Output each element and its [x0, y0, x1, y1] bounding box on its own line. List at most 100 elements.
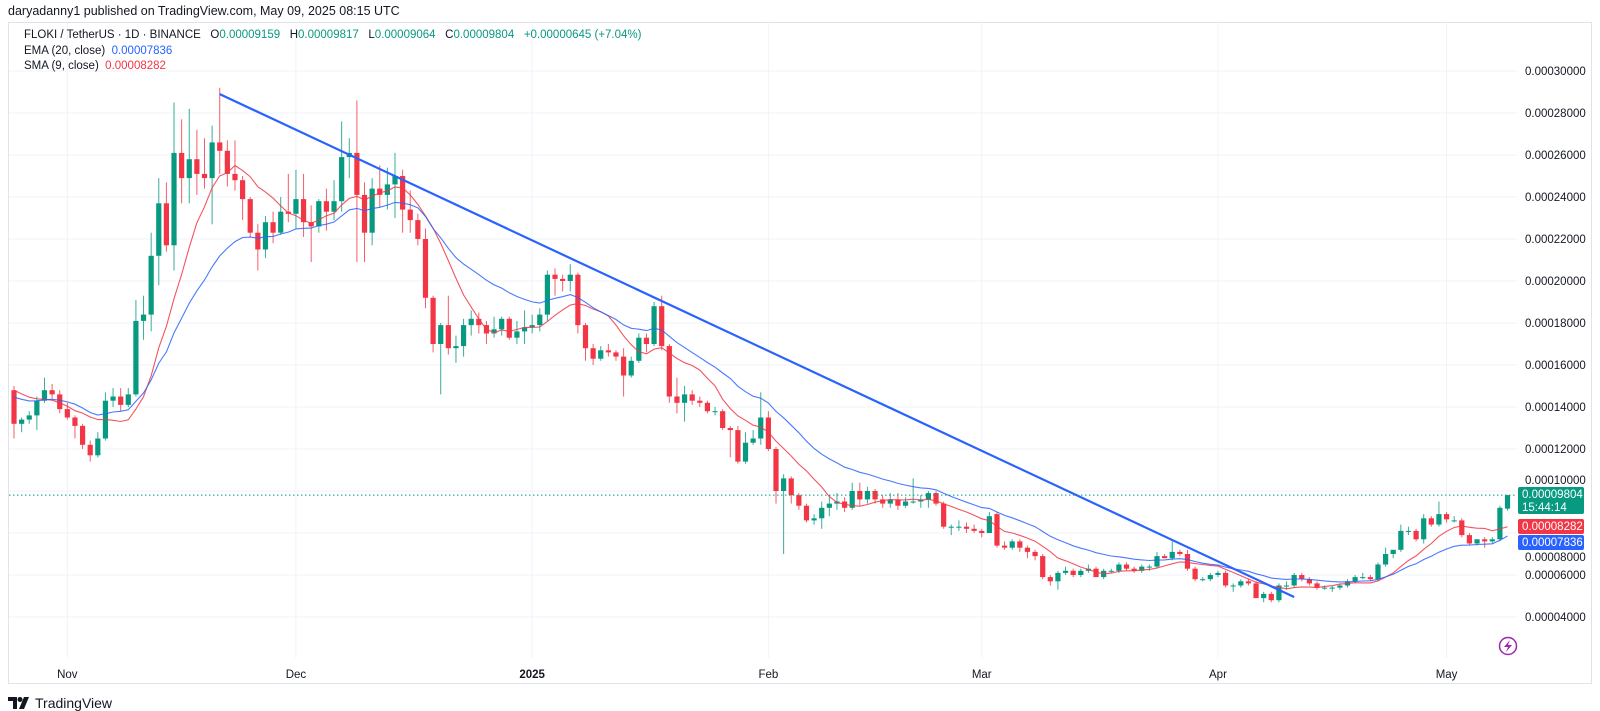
candle — [1078, 568, 1084, 578]
candle-body — [560, 278, 566, 281]
candle-body — [270, 222, 276, 233]
candle — [438, 323, 444, 395]
candle-body — [666, 346, 672, 397]
candle-body — [41, 390, 48, 401]
candlestick-chart[interactable]: 0.00030000 0.00028000 0.00026000 0.00024000… — [9, 23, 1593, 685]
candle — [483, 320, 490, 344]
candle-body — [476, 318, 482, 326]
candle — [186, 108, 192, 204]
candle-body — [1207, 575, 1213, 580]
candle — [1489, 537, 1495, 544]
candle-body — [621, 356, 627, 376]
candle — [1268, 591, 1274, 603]
candle — [621, 348, 627, 397]
candle-body — [765, 417, 771, 449]
candle-body — [438, 325, 444, 344]
candle-body — [605, 350, 611, 353]
candle-body — [994, 514, 1000, 546]
published-caption: daryadanny1 published on TradingView.com… — [8, 4, 400, 18]
candle-body — [681, 394, 688, 403]
candle-body — [651, 306, 657, 344]
candle — [1139, 564, 1145, 573]
sma-legend[interactable]: SMA (9, close) 0.00008282 — [24, 60, 166, 72]
trendline[interactable] — [219, 93, 1295, 599]
candle-body — [514, 331, 520, 338]
candle-body — [11, 390, 17, 424]
candle-body — [369, 188, 375, 233]
candle-body — [979, 530, 985, 533]
candle — [689, 390, 695, 405]
candle — [1306, 577, 1312, 586]
candle-body — [971, 528, 977, 531]
candle-body — [1062, 570, 1069, 573]
candle — [1108, 568, 1114, 573]
ema-label[interactable]: EMA (20, close) — [24, 45, 106, 57]
candle — [1436, 501, 1442, 527]
candle-body — [872, 491, 878, 500]
candle-body — [19, 419, 25, 424]
tradingview-brand[interactable]: TradingView — [8, 695, 112, 711]
candle — [224, 140, 230, 187]
symbol-title[interactable]: FLOKI / TetherUS · 1D · BINANCE — [24, 29, 201, 41]
candle-body — [1047, 577, 1053, 582]
candle-body — [331, 201, 337, 212]
candle — [1497, 505, 1503, 542]
candle — [971, 524, 977, 533]
candle-body — [582, 325, 589, 349]
sma-label[interactable]: SMA (9, close) — [24, 60, 99, 72]
candle — [1398, 524, 1404, 552]
sma-value: 0.00008282 — [105, 60, 166, 72]
candle — [697, 396, 703, 407]
candle-body — [598, 350, 604, 359]
candle-body — [57, 394, 63, 410]
candle-body — [1116, 564, 1122, 571]
candle — [1055, 570, 1061, 590]
candle-body — [1283, 585, 1290, 587]
candle-body — [1253, 583, 1259, 599]
candle — [1390, 549, 1396, 559]
candle-body — [293, 199, 299, 214]
candle — [1131, 566, 1137, 573]
price-axis-label: 0.00004000 — [1525, 612, 1586, 624]
price-axis-label: 0.00018000 — [1525, 318, 1586, 330]
candle-body — [1070, 570, 1076, 575]
candle — [781, 474, 787, 554]
candle-body — [339, 157, 345, 202]
low-value: 0.00009064 — [374, 29, 436, 41]
candle — [819, 501, 825, 529]
candle — [140, 295, 147, 340]
candle — [377, 165, 383, 208]
candle-body — [704, 402, 711, 412]
candle-body — [1352, 577, 1358, 582]
candle-body — [773, 449, 779, 491]
candle-body — [1024, 547, 1031, 552]
candle-body — [377, 188, 383, 195]
candle — [453, 335, 459, 363]
candle — [1466, 533, 1473, 546]
candle — [1002, 541, 1008, 550]
candle — [811, 514, 817, 525]
candle — [1451, 516, 1457, 523]
candle — [72, 415, 78, 439]
candle-body — [750, 438, 756, 443]
candle-body — [240, 180, 246, 200]
candle — [704, 400, 711, 414]
chart-pane[interactable]: 0.00030000 0.00028000 0.00026000 0.00024000… — [8, 22, 1592, 684]
candle-body — [1489, 539, 1495, 542]
last-price-tag-bg — [1518, 487, 1584, 514]
price-axis-label: 0.00016000 — [1525, 360, 1586, 372]
candle-body — [1009, 541, 1015, 548]
candle-body — [811, 518, 817, 521]
candle — [872, 488, 878, 504]
lightning-icon[interactable] — [1498, 636, 1518, 656]
candle-body — [194, 159, 200, 174]
candle-body — [1413, 530, 1419, 540]
symbol-legend[interactable]: FLOKI / TetherUS · 1D · BINANCE O0.00009… — [24, 29, 641, 41]
candle — [316, 199, 322, 233]
candle — [544, 270, 550, 321]
candle — [422, 228, 429, 309]
ema-legend[interactable]: EMA (20, close) 0.00007836 — [24, 45, 172, 57]
candle — [460, 318, 467, 357]
ema-price-tag-bg — [1518, 535, 1584, 550]
